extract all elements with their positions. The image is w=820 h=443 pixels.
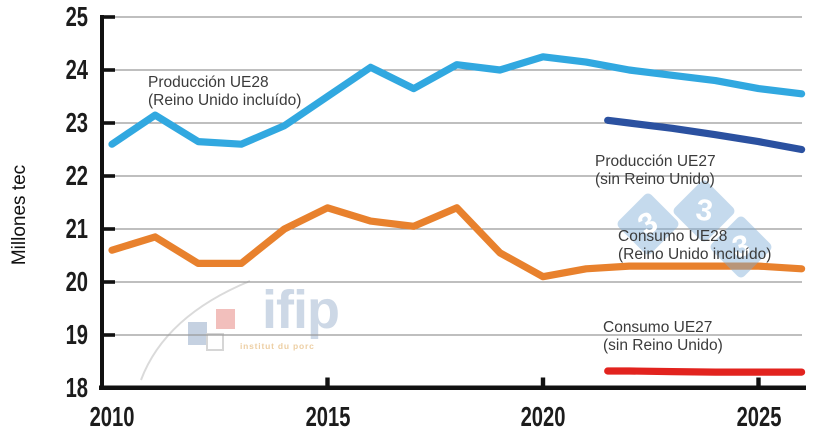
series-label-produccion-ue27: Producción UE27 (sin Reino Unido) (595, 153, 716, 189)
series-label-line: (Reino Unido incluído) (148, 92, 302, 109)
ifip-logo-tagline: institut du porc (240, 341, 315, 351)
series-label-produccion-ue28: Producción UE28 (Reino Unido incluído) (148, 74, 301, 110)
series-label-line: (Reino Unido incluído) (618, 246, 772, 263)
series-label-consumo-ue28: Consumo UE28 (Reino Unido incluído) (618, 228, 771, 264)
ifip-white-square-icon (206, 333, 224, 351)
y-tick-mark (104, 121, 115, 125)
series-label-line: Consumo UE27 (603, 319, 713, 336)
x-tick-mark (325, 377, 330, 386)
series-label-line: Producción UE28 (148, 74, 269, 91)
ifip-red-square-icon (216, 309, 235, 329)
y-tick-mark (104, 280, 115, 284)
series-line (108, 204, 806, 281)
series-label-line: (sin Reino Unido) (603, 337, 723, 354)
x-tick-label: 2025 (736, 401, 781, 432)
series-label-line: Consumo UE28 (618, 228, 728, 245)
y-tick-mark (104, 227, 115, 231)
y-tick-label: 22 (65, 160, 88, 191)
x-tick-label: 2010 (89, 401, 135, 432)
y-tick-label: 19 (65, 319, 88, 350)
y-tick-mark (104, 15, 115, 19)
x-tick-mark (756, 377, 761, 386)
ifip-watermark: ifip institut du porc (135, 275, 375, 390)
series-label-consumo-ue27: Consumo UE27 (sin Reino Unido) (603, 319, 723, 355)
ifip-blue-square-icon (188, 322, 207, 345)
y-tick-label: 25 (65, 1, 88, 32)
x-tick-label: 2015 (305, 401, 350, 432)
y-tick-mark (104, 386, 115, 390)
x-tick-label: 2020 (520, 401, 566, 432)
x-axis-line (99, 385, 806, 390)
y-tick-label: 21 (65, 213, 88, 244)
series-label-line: Producción UE27 (595, 153, 716, 170)
ifip-arc-icon (140, 280, 251, 381)
ifip-logo-text: ifip (262, 280, 340, 340)
y-tick-mark (104, 333, 115, 337)
series-line (604, 116, 806, 154)
series-label-line: (sin Reino Unido) (595, 171, 715, 188)
y-tick-label: 23 (65, 107, 88, 138)
y-tick-label: 18 (65, 372, 88, 403)
y-axis-title: Millones tec (9, 164, 30, 266)
series-line (108, 53, 806, 148)
y-tick-mark (104, 68, 115, 72)
y-tick-label: 20 (65, 266, 88, 297)
y-tick-mark (104, 174, 115, 178)
y-tick-label: 24 (65, 54, 88, 85)
x-tick-mark (540, 377, 546, 386)
series-line (604, 367, 806, 376)
y-axis-line (100, 15, 104, 389)
